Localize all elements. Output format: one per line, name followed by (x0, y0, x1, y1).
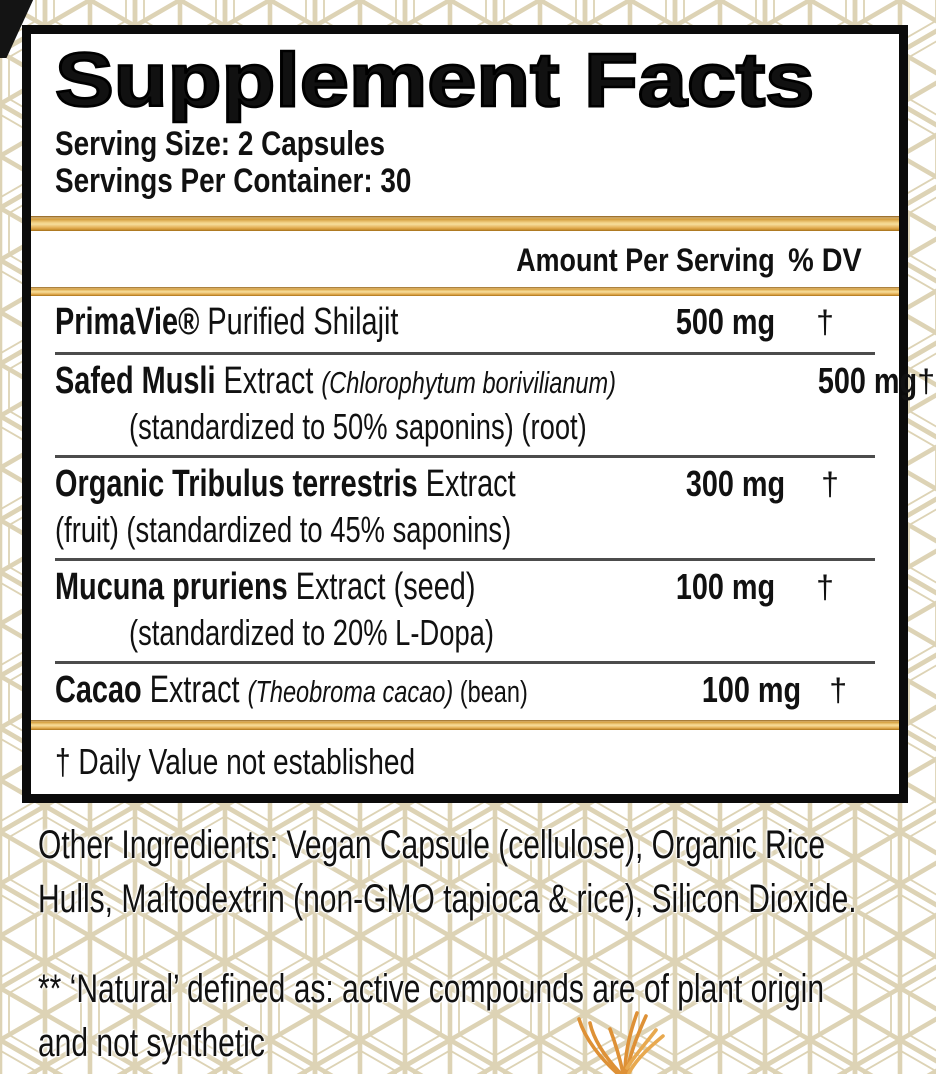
ingredient-name: Cacao Extract (Theobroma cacao) (bean) (55, 669, 528, 712)
ingredient-name: PrimaVie® Purified Shilajit (55, 301, 399, 344)
amount-value: 500 mg (817, 360, 918, 402)
dv-value: † (821, 466, 839, 503)
panel-title-text: Supplement Facts (53, 38, 815, 123)
ingredient-detail: (standardized to 20% L-Dopa) (129, 612, 495, 654)
panel-title: Supplement Facts (53, 38, 875, 123)
gold-divider-thin (31, 720, 899, 730)
serving-size-line: Serving Size: 2 Capsules (55, 125, 386, 163)
ingredient-row-mucuna: Mucuna pruriens Extract (seed) (standard… (55, 558, 875, 661)
natural-definition-paragraph: ** ‘Natural’ defined as: active compound… (38, 967, 825, 1065)
amount-value: 500 mg (675, 301, 775, 343)
root-illustration (577, 1011, 665, 1074)
column-header-row: Amount Per Serving % DV (55, 231, 875, 287)
gold-divider-thick (31, 216, 899, 231)
dv-value: † (829, 672, 848, 709)
amount-value: 100 mg (675, 566, 775, 608)
ingredient-row-tribulus: Organic Tribulus terrestris Extract (fru… (55, 455, 875, 558)
amount-value: 300 mg (685, 463, 786, 505)
dv-value: † (816, 304, 834, 341)
ingredient-name: Mucuna pruriens Extract (seed) (standard… (55, 565, 640, 655)
below-panel-text: Other Ingredients: Vegan Capsule (cellul… (38, 818, 936, 1070)
ingredient-row-cacao: Cacao Extract (Theobroma cacao) (bean) 1… (55, 661, 875, 720)
dv-value: † (917, 363, 936, 400)
supplement-facts-panel: Supplement Facts Serving Size: 2 Capsule… (22, 25, 935, 803)
ingredient-detail: (fruit) (standardized to 45% saponins) (55, 509, 512, 551)
amount-value: 100 mg (702, 669, 802, 711)
daily-value-footnote: † Daily Value not established (55, 741, 416, 782)
ingredient-detail: (standardized to 50% saponins) (root) (129, 406, 587, 448)
gold-divider-thin (31, 286, 899, 297)
ingredient-name: Safed Musli Extract (Chlorophytum borivi… (55, 359, 793, 449)
ingredient-row-primavie: PrimaVie® Purified Shilajit 500 mg † (55, 296, 875, 352)
ingredient-name: Organic Tribulus terrestris Extract (fru… (55, 462, 661, 552)
other-ingredients-paragraph: Other Ingredients: Vegan Capsule (cellul… (38, 823, 857, 921)
serving-info: Serving Size: 2 Capsules Servings Per Co… (55, 126, 875, 200)
percent-dv-header: % DV (788, 241, 862, 278)
dv-value: † (816, 569, 834, 606)
servings-per-container-line: Servings Per Container: 30 (55, 162, 412, 200)
ingredient-row-safed-musli: Safed Musli Extract (Chlorophytum borivi… (55, 352, 935, 455)
amount-per-serving-header: Amount Per Serving (516, 241, 775, 278)
